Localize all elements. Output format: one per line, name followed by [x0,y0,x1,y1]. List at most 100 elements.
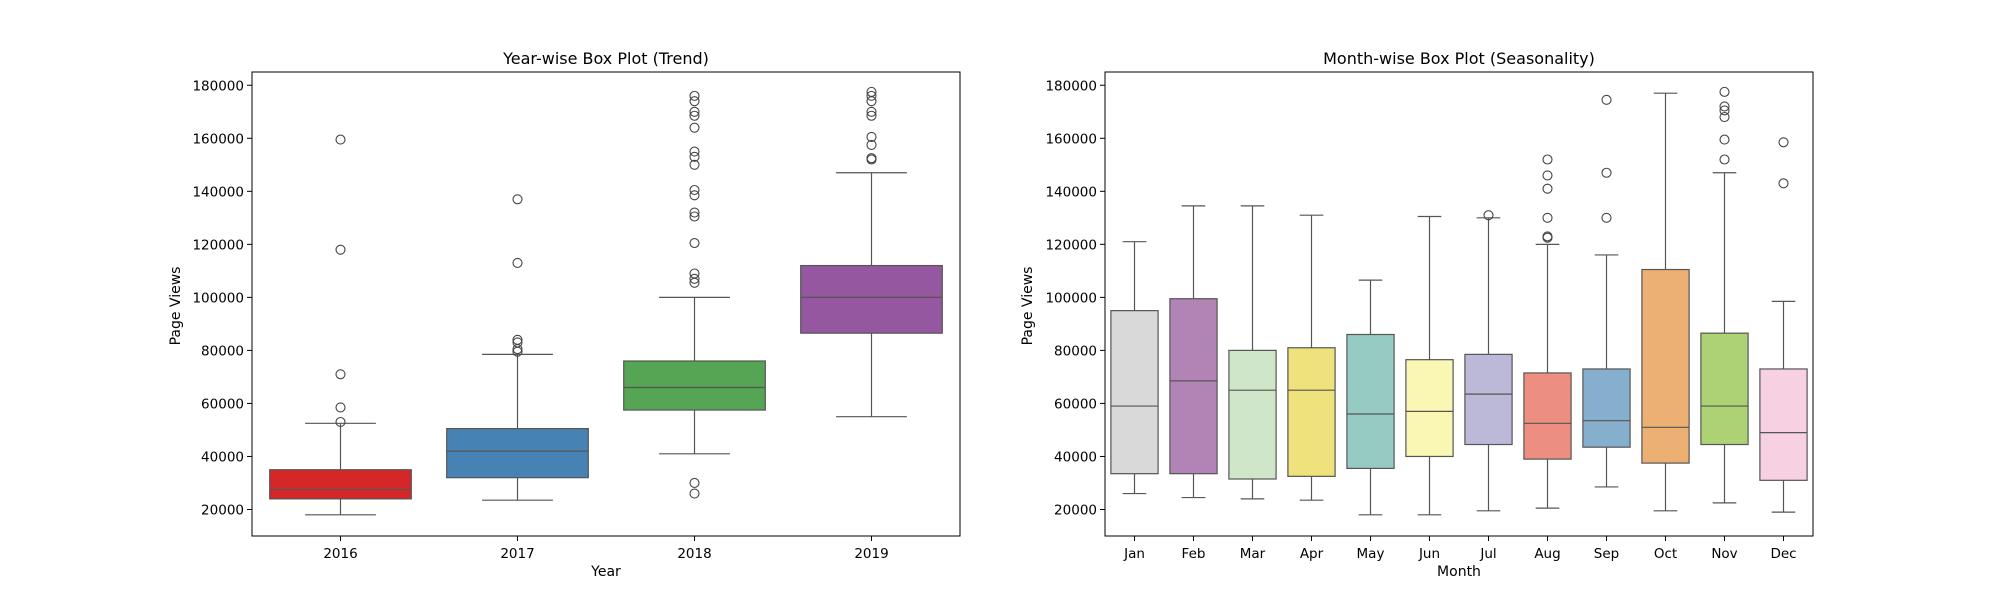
outlier-point [689,96,700,107]
y-tick-label: 160000 [192,131,244,147]
y-tick-label: 100000 [1045,290,1097,306]
x-tick-label: Jul [1479,546,1496,562]
x-tick-label: 2018 [677,546,711,562]
outlier-point [1542,183,1553,194]
iqr-box [1700,332,1749,446]
box-2018 [623,90,766,499]
box-2017 [446,194,589,501]
y-tick-label: 120000 [1045,237,1097,253]
box-Sep [1582,94,1631,488]
outlier-point [1483,210,1494,221]
y-tick-label: 120000 [192,237,244,253]
outlier-point [689,110,700,121]
outlier-point [866,153,877,164]
outlier-point [335,244,346,255]
outlier-point [335,134,346,145]
y-tick-label: 80000 [1054,343,1097,359]
x-tick-label: 2017 [500,546,534,562]
outlier-point [689,159,700,170]
plot-frame [251,71,961,537]
outlier-point [1719,112,1730,123]
iqr-box [1405,359,1454,458]
x-tick-label: May [1357,546,1385,562]
x-axis-label: Month [1437,564,1481,580]
outlier-point [689,211,700,222]
iqr-box [1169,298,1218,475]
outlier-point [866,131,877,143]
y-tick-label: 140000 [1045,184,1097,200]
outlier-point [1719,154,1730,165]
outlier-point [689,90,700,101]
iqr-box [1110,310,1159,475]
outlier-point [689,207,700,218]
box-Nov [1700,86,1749,504]
chart-title: Month-wise Box Plot (Seasonality) [1323,49,1595,68]
y-tick-label: 40000 [201,449,244,465]
iqr-box [1346,333,1395,469]
outlier-point [689,488,700,499]
x-tick-label: Sep [1594,546,1619,562]
y-tick-label: 180000 [192,78,244,94]
outlier-point [335,369,346,380]
outlier-point [866,110,877,121]
outlier-point [1719,134,1730,145]
outlier-point [866,90,877,101]
outlier-point [866,96,877,107]
x-tick-label: Oct [1654,546,1677,562]
box-Apr [1287,214,1336,501]
outlier-point [1542,212,1553,223]
x-tick-label: Nov [1711,546,1737,562]
outlier-point [1719,86,1730,97]
iqr-box [446,428,589,479]
box-Aug [1523,154,1572,509]
y-tick-label: 160000 [1045,131,1097,147]
outlier-point [1719,105,1730,116]
outlier-point [689,151,700,162]
outlier-point [689,190,700,201]
outlier-point [335,402,346,413]
outlier-point [1601,94,1612,105]
year-wise-box-plot: Year-wise Box Plot (Trend) Year Page Vie… [168,49,961,580]
box-2019 [800,86,943,418]
outlier-point [1778,178,1789,189]
chart-title: Year-wise Box Plot (Trend) [502,49,709,68]
outlier-point [866,106,877,117]
iqr-box [800,264,943,334]
iqr-box [269,469,412,500]
y-tick-label: 20000 [1054,502,1097,518]
x-tick-label: Dec [1770,546,1796,562]
outlier-point [689,122,700,133]
x-tick-label: Jun [1418,546,1440,562]
outlier-point [1542,154,1553,165]
x-tick-label: Jan [1123,546,1145,562]
outlier-point [866,86,877,97]
outlier-point [512,334,523,345]
y-tick-label: 140000 [192,184,244,200]
y-tick-label: 60000 [201,396,244,412]
y-tick-label: 20000 [201,502,244,518]
plot-frame [1104,71,1814,537]
iqr-box [1759,368,1808,481]
outlier-point [1601,212,1612,223]
outlier-point [866,139,877,150]
outlier-point [689,184,700,196]
outlier-point [512,194,523,205]
outlier-point [689,268,700,279]
iqr-box [1523,372,1572,460]
month-wise-box-plot: Month-wise Box Plot (Seasonality) Month … [1020,49,1814,580]
box-2016 [269,134,412,516]
outlier-point [689,477,700,489]
outlier-point [1719,101,1730,112]
y-tick-label: 180000 [1045,78,1097,94]
outlier-point [1601,167,1612,178]
y-axis-label: Page Views [1020,267,1036,346]
outlier-point [689,106,700,117]
iqr-box [1228,349,1277,480]
x-tick-label: Apr [1300,546,1324,562]
iqr-box [1641,268,1690,464]
x-tick-label: Aug [1534,546,1560,562]
box-Dec [1759,137,1808,513]
box-May [1346,279,1395,516]
outlier-point [1778,137,1789,148]
